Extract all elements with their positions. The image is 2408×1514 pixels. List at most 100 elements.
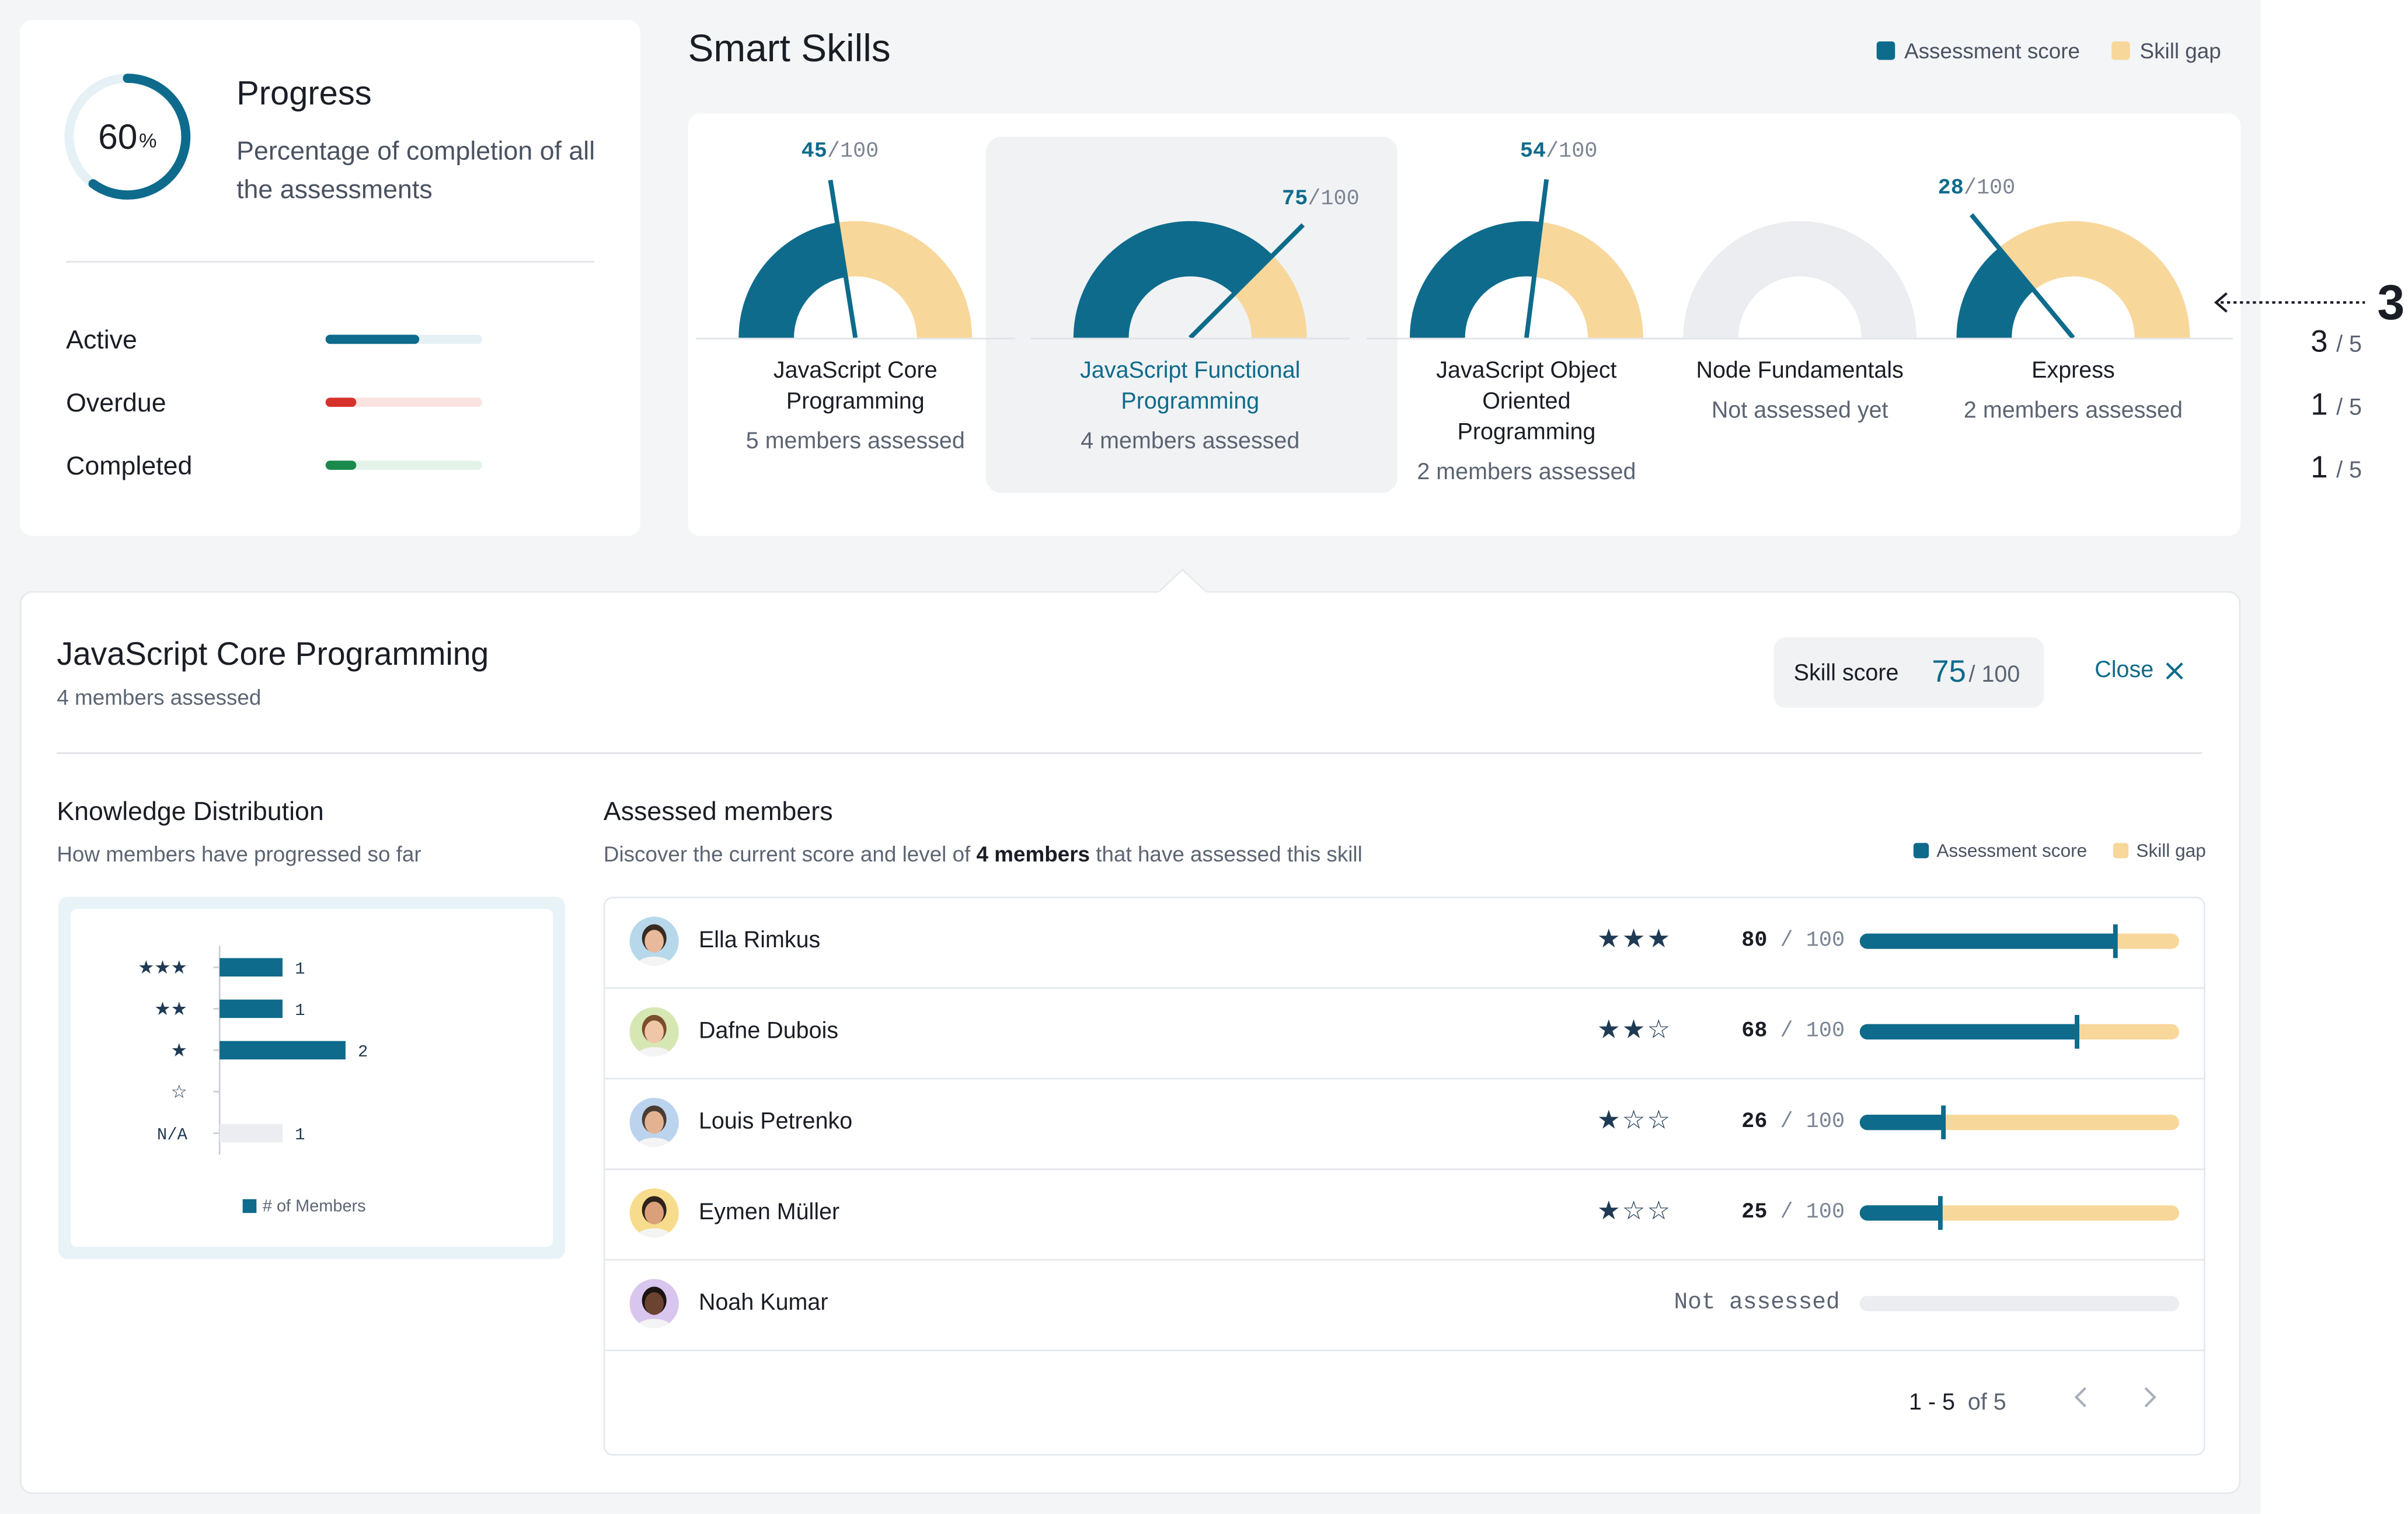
gauge-skill-name: JavaScript Functional Programming xyxy=(1024,356,1356,417)
gauge-value: 75/100 xyxy=(1282,187,1360,212)
member-score-fill xyxy=(1859,1205,1940,1221)
avatar xyxy=(629,1007,679,1056)
close-button[interactable]: Close xyxy=(2095,657,2184,683)
members-title: Assessed members xyxy=(603,797,833,826)
legend-score-label: Assessment score xyxy=(1936,839,2088,861)
member-score-value: 26 xyxy=(1741,1110,1768,1135)
member-score-marker xyxy=(1941,1105,1946,1139)
member-score-fill xyxy=(1859,933,2116,949)
gauge-needle xyxy=(1524,179,1549,339)
member-score-bar-empty xyxy=(1859,1296,2179,1311)
table-row[interactable]: Louis Petrenko ★☆☆ 26 / 100 xyxy=(605,1079,2204,1170)
legend-swatch-score xyxy=(1913,843,1929,859)
progress-divider xyxy=(66,261,595,263)
stat-track xyxy=(325,334,483,344)
gauge-needle xyxy=(828,179,858,339)
callout-number: 3 xyxy=(2377,274,2405,330)
gauge-skill-name-line: Programming xyxy=(1457,419,1596,445)
person-icon xyxy=(636,1014,673,1056)
member-not-assessed: Not assessed xyxy=(1674,1289,1840,1316)
gauge-score xyxy=(738,222,846,338)
member-score: 80 / 100 xyxy=(1741,929,1845,954)
member-stars: ★★☆ xyxy=(1597,1015,1672,1046)
gauge-arc xyxy=(1367,179,1686,340)
gauge-skill-name-line: Oriented xyxy=(1482,388,1571,415)
knowledge-subtitle: How members have progressed so far xyxy=(57,841,421,866)
star-filled-icon: ★ xyxy=(1597,1105,1622,1135)
close-icon xyxy=(2166,661,2184,679)
stat-fill xyxy=(325,334,420,344)
table-row[interactable]: Eymen Müller ★☆☆ 25 / 100 xyxy=(605,1170,2204,1261)
member-stars: ★☆☆ xyxy=(1597,1105,1672,1136)
chart-value-label: 1 xyxy=(295,1001,305,1020)
detail-divider xyxy=(57,752,2203,754)
star-filled-icon: ★ xyxy=(1622,1014,1647,1044)
next-page-button[interactable] xyxy=(2141,1383,2159,1419)
members-subtitle: Discover the current score and level of … xyxy=(604,842,1362,866)
close-button-label: Close xyxy=(2095,657,2154,683)
gauge-gap xyxy=(837,221,973,338)
progress-ring xyxy=(64,74,191,200)
member-score-value: 25 xyxy=(1741,1201,1768,1226)
stat-count-total: / 5 xyxy=(2336,457,2362,484)
chart-category-label: N/A xyxy=(157,1125,188,1145)
star-outline-icon: ☆ xyxy=(1647,1196,1672,1226)
knowledge-chart: ★★★ 1 ★★ 1 ★ 2 ☆ N/A 1 # of Members xyxy=(138,946,368,1216)
prev-page-button[interactable] xyxy=(2072,1383,2090,1419)
chart-bar xyxy=(219,1041,346,1060)
selected-skill-highlight xyxy=(985,137,1398,493)
member-score-bar xyxy=(1859,1014,2179,1049)
chart-value-label: 2 xyxy=(358,1042,368,1062)
skill-score-value: 75 xyxy=(1932,655,1966,690)
gauge-arc xyxy=(1030,221,1350,340)
progress-percent: 60% xyxy=(63,72,192,201)
member-score: 26 / 100 xyxy=(1741,1110,1845,1135)
gauge-value-number: 54 xyxy=(1520,139,1546,165)
gauge-value-number: 45 xyxy=(801,140,827,165)
chart-category-label: ☆ xyxy=(171,1082,187,1103)
gauge-score xyxy=(1073,221,1273,338)
progress-description: Percentage of completion of all the asse… xyxy=(236,137,595,204)
gauge-value-number: 75 xyxy=(1282,187,1308,212)
gauge-skill-sub: 4 members assessed xyxy=(1081,428,1300,455)
table-row[interactable]: Noah Kumar Not assessed xyxy=(605,1261,2204,1352)
member-score-value: 80 xyxy=(1741,929,1768,954)
stat-count: 3 / 5 xyxy=(538,326,2362,361)
star-outline-icon: ☆ xyxy=(1647,1105,1672,1135)
member-score-marker xyxy=(2075,1014,2081,1049)
stat-count-total: / 5 xyxy=(2336,395,2362,421)
table-row[interactable]: Ella Rimkus ★★★ 80 / 100 xyxy=(605,898,2204,989)
members-subtitle-pre: Discover the current score and level of xyxy=(603,841,977,866)
chart-value-label: 1 xyxy=(295,960,305,979)
person-icon xyxy=(636,1196,673,1238)
progress-percent-value: 60 xyxy=(98,116,138,156)
knowledge-title: Knowledge Distribution xyxy=(57,797,324,826)
member-score-max: / 100 xyxy=(1767,929,1845,954)
star-outline-icon: ☆ xyxy=(1647,1014,1672,1044)
table-row[interactable]: Dafne Dubois ★★☆ 68 / 100 xyxy=(605,989,2204,1080)
star-filled-icon: ★ xyxy=(1647,924,1672,954)
gauge-skill-name-line: Programming xyxy=(786,388,925,415)
callout-arrow-icon xyxy=(2214,292,2365,313)
gauge-gap xyxy=(1534,222,1643,338)
star-filled-icon: ★ xyxy=(1597,1014,1622,1044)
detail-title: JavaScript Core Programming xyxy=(57,637,489,673)
pagination-info: 1 - 5 of 5 xyxy=(1909,1390,2006,1416)
star-filled-icon: ★ xyxy=(1597,924,1622,954)
gauge-value-max: /100 xyxy=(1308,187,1360,212)
stat-label: Overdue xyxy=(66,388,166,418)
gauge-score xyxy=(1409,221,1541,338)
gauge-skill-name-line: JavaScript Functional xyxy=(1080,357,1301,384)
legend-swatch-gap xyxy=(2112,41,2131,60)
member-score-max: / 100 xyxy=(1767,1019,1845,1044)
progress-card xyxy=(20,20,641,536)
gauge-value-max: /100 xyxy=(827,140,879,165)
stat-count-value: 3 xyxy=(2311,325,2328,360)
person-icon xyxy=(636,1286,673,1328)
members-table: Ella Rimkus ★★★ 80 / 100 Dafne Dubois ★★☆ 68 … xyxy=(603,896,2205,1456)
member-score-marker xyxy=(1937,1196,1943,1230)
member-score-marker xyxy=(2113,924,2118,958)
chart-legend-swatch xyxy=(242,1199,257,1213)
gauge-needle xyxy=(1189,223,1305,340)
chart-bar xyxy=(219,958,283,977)
